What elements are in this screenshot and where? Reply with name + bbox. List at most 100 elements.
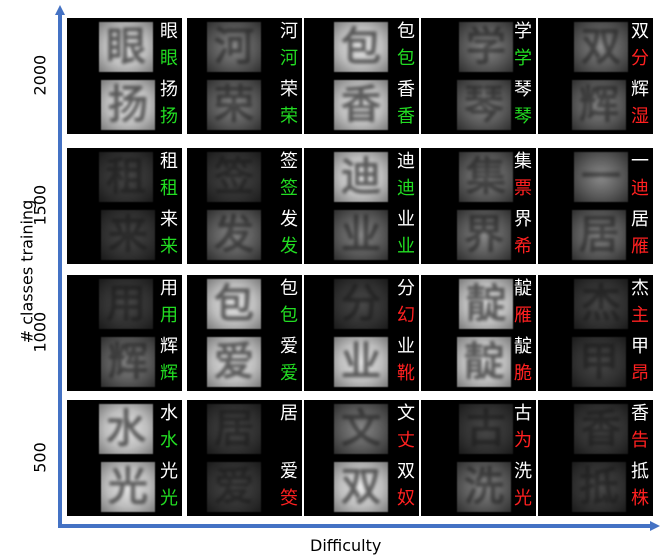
sample-pair: 迪迪迪: [304, 148, 419, 206]
character-image-glyph: 一: [581, 154, 621, 200]
prediction-correct: 包: [280, 305, 298, 326]
character-image-crop: 辉: [101, 337, 155, 387]
sample-pair: 业业业: [304, 206, 419, 264]
ground-truth-char: 光: [160, 461, 178, 482]
sample-pair: 杰杰主: [538, 275, 653, 333]
ground-truth-char: 双: [397, 461, 415, 482]
character-image-crop: 迪: [334, 152, 388, 202]
character-image-glyph: 发: [214, 212, 254, 258]
ground-truth-char: 辉: [631, 79, 649, 100]
ground-truth-char: 香: [631, 403, 649, 424]
character-image-glyph: 集: [466, 154, 506, 200]
prediction-correct: 业: [397, 236, 415, 257]
character-image-crop: 辉: [572, 80, 626, 130]
character-image-crop: 用: [99, 279, 153, 329]
sample-pair: 双双分: [538, 18, 653, 76]
ground-truth-char: 签: [280, 151, 298, 172]
character-image-glyph: 古: [466, 406, 506, 452]
character-image-glyph: 抵: [579, 464, 619, 510]
prediction-correct: 学: [514, 48, 532, 69]
character-image-glyph: 靛: [466, 281, 506, 327]
ground-truth-char: 靛: [514, 278, 532, 299]
prediction-correct: 用: [160, 305, 178, 326]
sample-pair: 荣荣荣: [187, 76, 302, 134]
prediction-wrong: 昂: [631, 363, 649, 384]
prediction-wrong: 湿: [631, 106, 649, 127]
character-image-glyph: 靛: [464, 339, 504, 385]
prediction-correct: 发: [280, 236, 298, 257]
prediction-wrong: 雁: [631, 236, 649, 257]
ground-truth-char: 学: [514, 21, 532, 42]
character-image-crop: 双: [574, 22, 628, 72]
ground-truth-char: 界: [514, 209, 532, 230]
prediction-wrong: 告: [631, 430, 649, 451]
character-image-glyph: 河: [214, 24, 254, 70]
ground-truth-char: 水: [160, 403, 178, 424]
sample-pair: 学学学: [421, 18, 536, 76]
character-image-crop: 文: [334, 404, 388, 454]
sample-cell: 分分幻业业靴: [304, 275, 419, 391]
sample-cell: 一一迪居居雁: [538, 148, 653, 264]
prediction-correct: 香: [397, 106, 415, 127]
ground-truth-char: 抵: [631, 461, 649, 482]
character-image-crop: 居: [572, 210, 626, 260]
character-image-crop: 发: [207, 210, 261, 260]
sample-pair: 香香香: [304, 76, 419, 134]
prediction-wrong: 株: [631, 488, 649, 509]
sample-pair: 抵抵株: [538, 458, 653, 516]
sample-cell: 学学学琴琴琴: [421, 18, 536, 134]
prediction-correct: 辉: [160, 363, 178, 384]
character-image-crop: 签: [207, 152, 261, 202]
character-image-crop: 甲: [572, 337, 626, 387]
prediction-wrong: 筊: [280, 488, 298, 509]
sample-pair: 业业靴: [304, 333, 419, 391]
character-image-crop: 靛: [459, 279, 513, 329]
character-image-crop: 琴: [457, 80, 511, 130]
prediction-correct: 琴: [514, 106, 532, 127]
ground-truth-char: 河: [280, 21, 298, 42]
prediction-correct: 眼: [160, 48, 178, 69]
ground-truth-char: 迪: [397, 151, 415, 172]
character-image-glyph: 租: [106, 154, 146, 200]
sample-pair: 靛靛脆: [421, 333, 536, 391]
prediction-correct: 荣: [280, 106, 298, 127]
character-image-crop: 水: [99, 404, 153, 454]
prediction-wrong: 分: [631, 48, 649, 69]
prediction-wrong: 丈: [397, 430, 415, 451]
character-image-crop: 洗: [457, 462, 511, 512]
ground-truth-char: 来: [160, 209, 178, 230]
sample-pair: 靛靛雁: [421, 275, 536, 333]
character-image-glyph: 文: [341, 406, 381, 452]
sample-cell: 双双分辉辉湿: [538, 18, 653, 134]
character-image-crop: 来: [101, 210, 155, 260]
prediction-wrong: 光: [514, 488, 532, 509]
character-image-glyph: 爱: [214, 339, 254, 385]
ground-truth-char: 一: [631, 151, 649, 172]
ground-truth-char: 业: [397, 209, 415, 230]
character-image-glyph: 爱: [214, 464, 254, 510]
sample-pair: 甲甲昂: [538, 333, 653, 391]
sample-pair: 香香告: [538, 400, 653, 458]
ground-truth-char: 集: [514, 151, 532, 172]
ground-truth-char: 洗: [514, 461, 532, 482]
character-image-crop: 荣: [207, 80, 261, 130]
sample-pair: 签签签: [187, 148, 302, 206]
sample-pair: 集集票: [421, 148, 536, 206]
sample-pair: 爱爱爱: [187, 333, 302, 391]
prediction-wrong: 幻: [397, 305, 415, 326]
sample-pair: 双双奴: [304, 458, 419, 516]
sample-cell: 杰杰主甲甲昂: [538, 275, 653, 391]
character-image-crop: 眼: [99, 22, 153, 72]
sample-cell: 居居爱爱筊: [187, 400, 302, 516]
row-label-1500: 1500: [30, 184, 50, 226]
prediction-correct: 来: [160, 236, 178, 257]
sample-cell: 租租租来来来: [67, 148, 182, 264]
sample-cell: 香香告抵抵株: [538, 400, 653, 516]
sample-pair: 界界希: [421, 206, 536, 264]
ground-truth-char: 扬: [160, 79, 178, 100]
sample-pair: 光光光: [67, 458, 182, 516]
sample-pair: 包包包: [304, 18, 419, 76]
prediction-correct: 租: [160, 178, 178, 199]
prediction-correct: 光: [160, 488, 178, 509]
